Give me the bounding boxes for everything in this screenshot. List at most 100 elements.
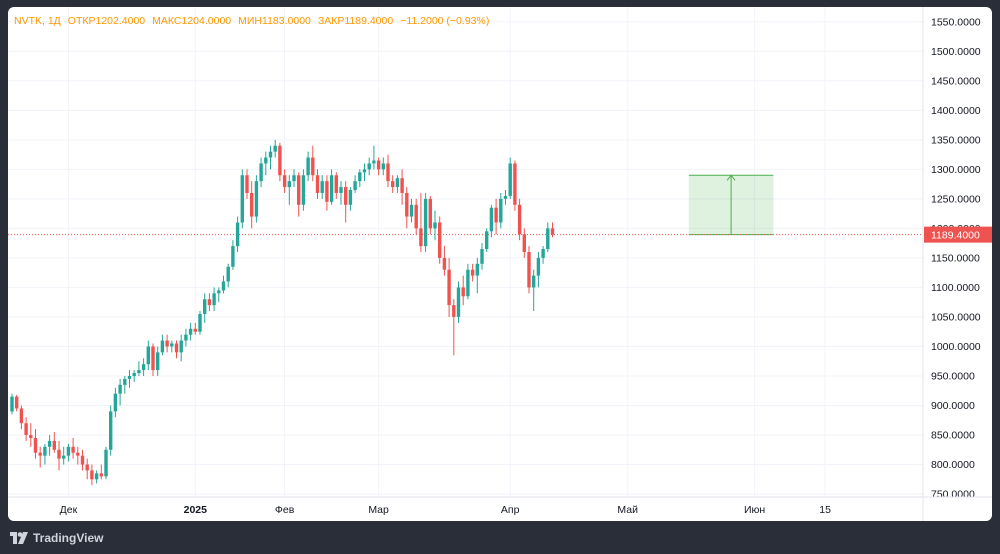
candle-body: [532, 275, 536, 288]
candle-body: [113, 393, 118, 412]
change-value: −11.2000 (−0.93%): [400, 15, 490, 27]
candle-body: [485, 231, 489, 250]
close-label: ЗАКР: [317, 15, 345, 27]
candle-body: [47, 440, 52, 447]
candle-body: [391, 181, 395, 188]
candle-body: [245, 175, 249, 193]
candle-body: [499, 198, 503, 223]
candle-body: [231, 246, 235, 267]
candle-body: [259, 163, 263, 182]
y-tick-label: 1100.0000: [931, 282, 980, 294]
candle-body: [80, 455, 85, 465]
candle-body: [456, 287, 461, 317]
candle-body: [109, 411, 113, 450]
candle-body: [433, 222, 437, 229]
low-label: МИН: [238, 15, 263, 27]
candle-body: [15, 396, 19, 409]
candle-body: [137, 370, 141, 374]
x-tick-label: Мар: [368, 504, 389, 516]
candle-body: [489, 207, 494, 232]
candle-body: [250, 192, 254, 217]
candle-body: [264, 157, 268, 164]
candle-body: [438, 222, 442, 258]
chart-panel[interactable]: 1550.0000 1500.0000 1450.0000 1400.0000 1350…: [8, 7, 992, 521]
candle-body: [358, 172, 362, 182]
candle-body: [419, 228, 423, 247]
candle-body: [306, 157, 310, 176]
candle-body: [94, 473, 99, 480]
y-tick-label: 1150.0000: [931, 252, 980, 264]
current-price-tag: 1189.4000: [931, 230, 980, 242]
candle-body: [221, 281, 226, 291]
candle-body: [141, 364, 146, 371]
high-label: МАКС: [152, 15, 182, 27]
candle-body: [156, 352, 160, 371]
x-tick-label: Июн: [744, 504, 765, 516]
candle-body: [344, 187, 348, 205]
candle-body: [29, 435, 33, 438]
candle-body: [541, 249, 545, 258]
tradingview-logo[interactable]: TradingView: [10, 531, 103, 545]
candle-body: [301, 175, 306, 205]
current-price-tag-bg: [924, 226, 992, 243]
close-value: 1189.4000: [344, 15, 394, 27]
candle-body: [405, 192, 409, 217]
price-chart[interactable]: 1550.0000 1500.0000 1450.0000 1400.0000 1350…: [8, 7, 992, 521]
target-arrow-head: [726, 174, 736, 181]
candle-body: [461, 287, 465, 297]
candle-body: [76, 452, 80, 456]
candle-body: [480, 249, 484, 264]
candle-body: [442, 257, 447, 270]
candle-body: [24, 423, 28, 436]
candle-body: [254, 181, 259, 217]
candle-body: [33, 437, 38, 453]
candle-body: [174, 343, 179, 353]
y-tick-label: 1450.0000: [931, 75, 981, 87]
low-value: 1183.0000: [262, 15, 311, 27]
candle-body: [57, 449, 61, 459]
candle-body: [376, 160, 381, 170]
candle-body: [184, 334, 188, 341]
y-tick-label: 1300.0000: [931, 164, 981, 176]
y-tick-label: 1050.0000: [931, 311, 981, 323]
candle-body: [334, 175, 338, 193]
candle-body: [132, 373, 136, 376]
candle-body: [127, 375, 132, 379]
candle-body: [165, 340, 169, 347]
y-tick-label: 750.0000: [931, 489, 975, 501]
candle-body: [315, 175, 320, 193]
x-tick-label: 2025: [184, 504, 208, 516]
candle-body: [90, 470, 94, 480]
candle-body: [287, 181, 291, 188]
y-tick-label: 1250.0000: [931, 193, 981, 205]
candle-body: [353, 181, 357, 191]
candle-body: [104, 449, 108, 477]
candle-body: [62, 455, 66, 459]
candle-body: [207, 299, 212, 306]
x-tick-label: 15: [819, 504, 831, 516]
candle-body: [203, 299, 207, 314]
tradingview-logo-icon: [10, 532, 28, 544]
candle-body: [400, 178, 404, 193]
high-value: 1204.0000: [181, 15, 232, 27]
candle-body: [372, 160, 376, 164]
candle-body: [409, 204, 414, 217]
y-tick-label: 1000.0000: [931, 341, 981, 353]
candle-body: [160, 340, 165, 353]
candle-body: [508, 163, 512, 196]
candle-body: [226, 266, 230, 282]
candle-body: [85, 464, 89, 471]
candle-body: [527, 252, 531, 288]
y-tick-label: 1550.0000: [931, 16, 981, 28]
candle-body: [278, 145, 282, 176]
candle-body: [428, 198, 432, 229]
y-tick-label: 1400.0000: [931, 105, 981, 117]
candle-body: [273, 145, 277, 152]
candle-body: [494, 207, 498, 223]
candle-body: [452, 305, 456, 317]
candle-body: [414, 204, 418, 229]
candle-body: [19, 408, 24, 424]
candle-body: [212, 293, 216, 306]
x-tick-label: Апр: [501, 504, 520, 516]
